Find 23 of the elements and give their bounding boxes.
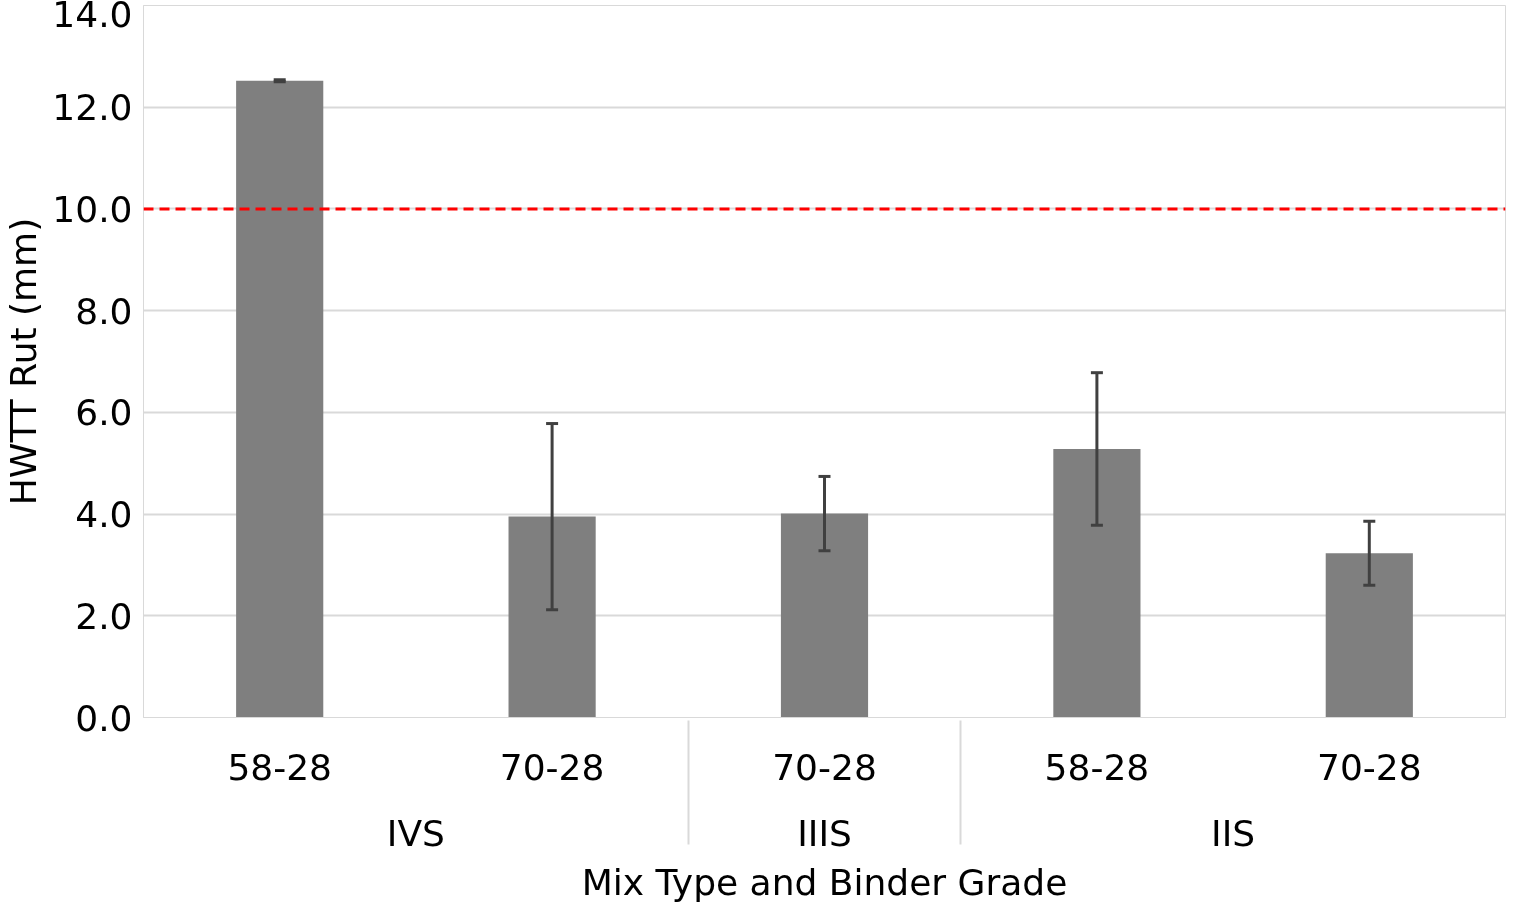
bar xyxy=(1053,448,1141,718)
x-tick-label: 70-28 xyxy=(499,746,605,788)
y-tick-label: 4.0 xyxy=(75,494,133,536)
bar xyxy=(1325,553,1413,718)
y-axis-title: HWTT Rut (mm) xyxy=(3,217,45,506)
y-tick-label: 12.0 xyxy=(52,87,133,129)
y-tick-label: 6.0 xyxy=(75,392,133,434)
bar xyxy=(780,513,869,718)
bar xyxy=(508,516,596,718)
y-tick-label: 10.0 xyxy=(52,188,133,230)
text: IIS xyxy=(1211,812,1256,854)
x-tick-label: 58-28 xyxy=(227,746,333,788)
x-tick-label: 58-28 xyxy=(1044,746,1150,788)
bar xyxy=(236,80,324,718)
y-tick-label: 8.0 xyxy=(75,290,133,332)
x-tick-label: 70-28 xyxy=(772,746,877,788)
x-tick-label: 70-28 xyxy=(1317,746,1422,788)
y-tick-label: 14.0 xyxy=(52,0,133,35)
text: IVS xyxy=(386,812,445,854)
x-axis-title: Mix Type and Binder Grade xyxy=(581,861,1068,903)
y-tick-label: 0.0 xyxy=(75,697,133,739)
text: IIIS xyxy=(797,812,852,854)
y-tick-label: 2.0 xyxy=(75,595,133,637)
